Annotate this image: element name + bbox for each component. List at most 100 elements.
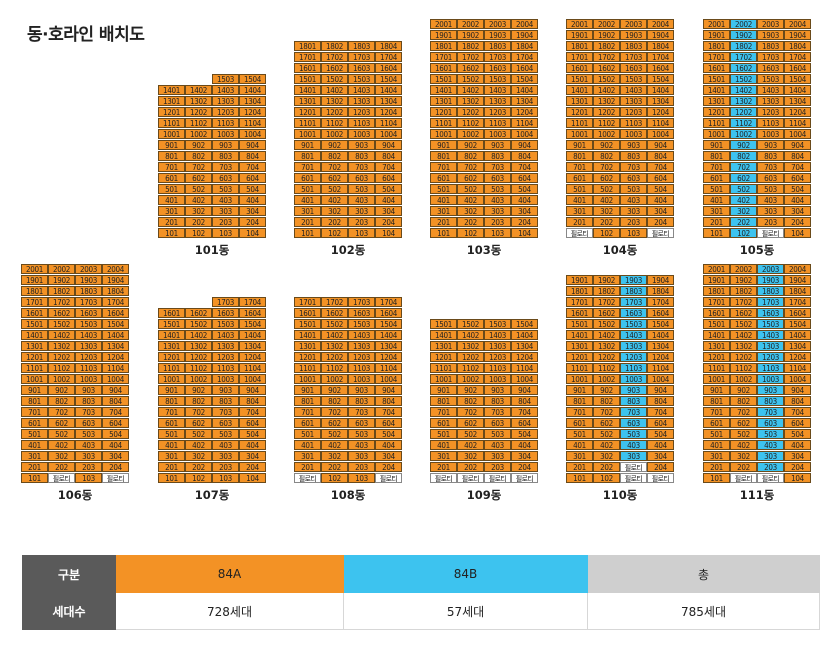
unit-cell: 1502 <box>457 74 484 84</box>
unit-cell: 1503 <box>212 74 239 84</box>
unit-cell: 1001 <box>21 374 48 384</box>
unit-cell: 703 <box>620 407 647 417</box>
unit-cell: 1301 <box>430 341 457 351</box>
unit-cell: 403 <box>348 195 375 205</box>
unit-cell: 902 <box>321 385 348 395</box>
unit-cell: 1701 <box>21 297 48 307</box>
unit-cell: 604 <box>784 418 811 428</box>
unit-cell: 903 <box>620 140 647 150</box>
unit-cell: 203 <box>757 217 784 227</box>
unit-cell: 903 <box>348 140 375 150</box>
unit-cell: 1204 <box>239 107 266 117</box>
unit-cell: 301 <box>158 206 185 216</box>
unit-cell: 501 <box>158 429 185 439</box>
unit-grid: 2001 2002 2003 2004 1901 1902 1903 1904 1801 1802… <box>703 19 812 239</box>
unit-cell: 703 <box>757 407 784 417</box>
unit-cell: 102 <box>185 228 212 238</box>
unit-cell: 504 <box>239 184 266 194</box>
unit-cell: 1304 <box>511 341 538 351</box>
pilotis-cell: 필로티 <box>457 473 484 483</box>
unit-cell: 704 <box>239 162 266 172</box>
unit-cell: 1004 <box>511 129 538 139</box>
unit-cell: 303 <box>212 206 239 216</box>
unit-cell: 1604 <box>647 63 674 73</box>
unit-cell: 2002 <box>730 264 757 274</box>
unit-cell: 601 <box>158 418 185 428</box>
unit-cell: 1104 <box>784 118 811 128</box>
unit-cell: 902 <box>321 140 348 150</box>
unit-cell: 1402 <box>730 85 757 95</box>
unit-cell: 1501 <box>294 74 321 84</box>
unit-cell: 202 <box>321 217 348 227</box>
unit-cell: 702 <box>48 407 75 417</box>
legend-units-84b: 57세대 <box>343 592 588 630</box>
unit-cell: 1003 <box>620 129 647 139</box>
unit-cell: 1501 <box>158 319 185 329</box>
unit-cell: 902 <box>185 385 212 395</box>
unit-cell: 1703 <box>620 297 647 307</box>
unit-cell: 1602 <box>457 63 484 73</box>
unit-cell: 1202 <box>321 107 348 117</box>
unit-cell: 1203 <box>348 352 375 362</box>
unit-cell: 1003 <box>212 129 239 139</box>
building-108: 1701 1702 1703 1704 1601 1602 1603 1604 1501 1502… <box>294 297 403 502</box>
unit-cell: 804 <box>102 396 129 406</box>
unit-cell: 802 <box>321 396 348 406</box>
unit-cell: 1304 <box>511 96 538 106</box>
unit-cell: 804 <box>784 396 811 406</box>
unit-cell: 1002 <box>185 374 212 384</box>
unit-cell: 403 <box>212 195 239 205</box>
unit-cell: 502 <box>457 429 484 439</box>
unit-cell: 1403 <box>212 330 239 340</box>
unit-cell: 303 <box>484 451 511 461</box>
building-label: 101동 <box>194 243 230 257</box>
unit-cell: 1502 <box>730 319 757 329</box>
unit-cell: 1204 <box>511 352 538 362</box>
unit-cell: 1504 <box>647 319 674 329</box>
unit-cell: 1701 <box>703 297 730 307</box>
unit-cell: 1102 <box>593 363 620 373</box>
unit-cell: 1001 <box>703 129 730 139</box>
unit-cell: 802 <box>730 151 757 161</box>
unit-cell: 1604 <box>375 308 402 318</box>
unit-cell: 1702 <box>457 52 484 62</box>
unit-cell: 1401 <box>294 330 321 340</box>
unit-cell: 1602 <box>593 308 620 318</box>
unit-cell: 502 <box>321 184 348 194</box>
unit-cell: 1101 <box>430 363 457 373</box>
unit-cell: 701 <box>158 407 185 417</box>
unit-cell: 802 <box>593 151 620 161</box>
unit-cell: 102 <box>730 228 757 238</box>
unit-cell: 1702 <box>730 52 757 62</box>
unit-cell: 1301 <box>158 341 185 351</box>
building-106: 2001 2002 2003 2004 1901 1902 1903 1904 1801 1802… <box>21 264 130 502</box>
unit-cell: 803 <box>348 396 375 406</box>
unit-cell: 1801 <box>430 41 457 51</box>
unit-cell: 703 <box>348 407 375 417</box>
unit-cell: 203 <box>348 217 375 227</box>
unit-cell: 1501 <box>430 74 457 84</box>
unit-cell: 402 <box>593 195 620 205</box>
unit-cell: 404 <box>239 195 266 205</box>
unit-cell: 1801 <box>703 41 730 51</box>
unit-cell: 1602 <box>321 308 348 318</box>
unit-cell: 1303 <box>757 341 784 351</box>
unit-cell: 501 <box>294 184 321 194</box>
building-label: 103동 <box>466 243 502 257</box>
unit-cell: 1204 <box>102 352 129 362</box>
unit-cell: 801 <box>566 396 593 406</box>
unit-cell: 1901 <box>430 30 457 40</box>
unit-cell: 1802 <box>321 41 348 51</box>
unit-cell: 1203 <box>620 107 647 117</box>
unit-cell: 1101 <box>158 363 185 373</box>
unit-cell: 501 <box>566 429 593 439</box>
unit-cell: 1504 <box>375 319 402 329</box>
unit-cell: 1903 <box>75 275 102 285</box>
unit-cell: 1201 <box>294 352 321 362</box>
unit-cell: 604 <box>375 418 402 428</box>
building-110: 1901 1902 1903 1904 1801 1802 1803 1804 1701 1702… <box>566 275 675 502</box>
unit-cell: 901 <box>430 140 457 150</box>
legend-total-label: 총 <box>587 555 820 593</box>
unit-cell: 602 <box>730 418 757 428</box>
unit-cell: 802 <box>730 396 757 406</box>
